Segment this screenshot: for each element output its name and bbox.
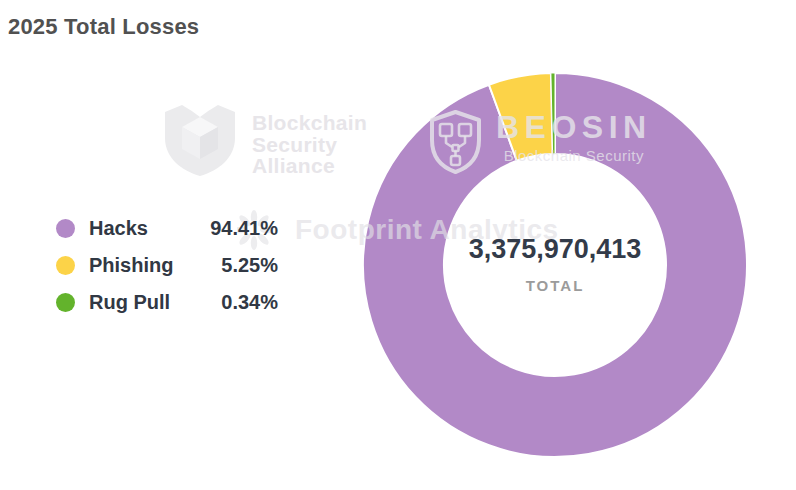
- bsa-text-line1: Blockchain: [252, 112, 367, 134]
- legend-dot-rugpull: [56, 293, 75, 312]
- total-label: TOTAL: [435, 277, 675, 294]
- legend-item-phishing[interactable]: Phishing 5.25%: [56, 247, 278, 284]
- legend-percent: 94.41%: [210, 217, 278, 240]
- chart-title: 2025 Total Losses: [8, 14, 199, 40]
- legend-percent: 5.25%: [221, 254, 278, 277]
- legend-label: Rug Pull: [89, 291, 221, 314]
- chart-legend: Hacks 94.41% Phishing 5.25% Rug Pull 0.3…: [56, 210, 278, 321]
- bsa-shield-icon: [163, 103, 237, 179]
- watermark-blockchain-security-alliance: Blockchain Security Alliance: [163, 103, 367, 179]
- legend-label: Hacks: [89, 217, 210, 240]
- legend-dot-hacks: [56, 219, 75, 238]
- legend-label: Phishing: [89, 254, 221, 277]
- legend-dot-phishing: [56, 256, 75, 275]
- bsa-text-line2: Security: [252, 134, 367, 156]
- bsa-text-line3: Alliance: [252, 155, 367, 177]
- total-value: 3,375,970,413: [435, 236, 675, 263]
- legend-item-rugpull[interactable]: Rug Pull 0.34%: [56, 284, 278, 321]
- legend-item-hacks[interactable]: Hacks 94.41%: [56, 210, 278, 247]
- legend-percent: 0.34%: [221, 291, 278, 314]
- donut-center-text: 3,375,970,413 TOTAL: [435, 236, 675, 294]
